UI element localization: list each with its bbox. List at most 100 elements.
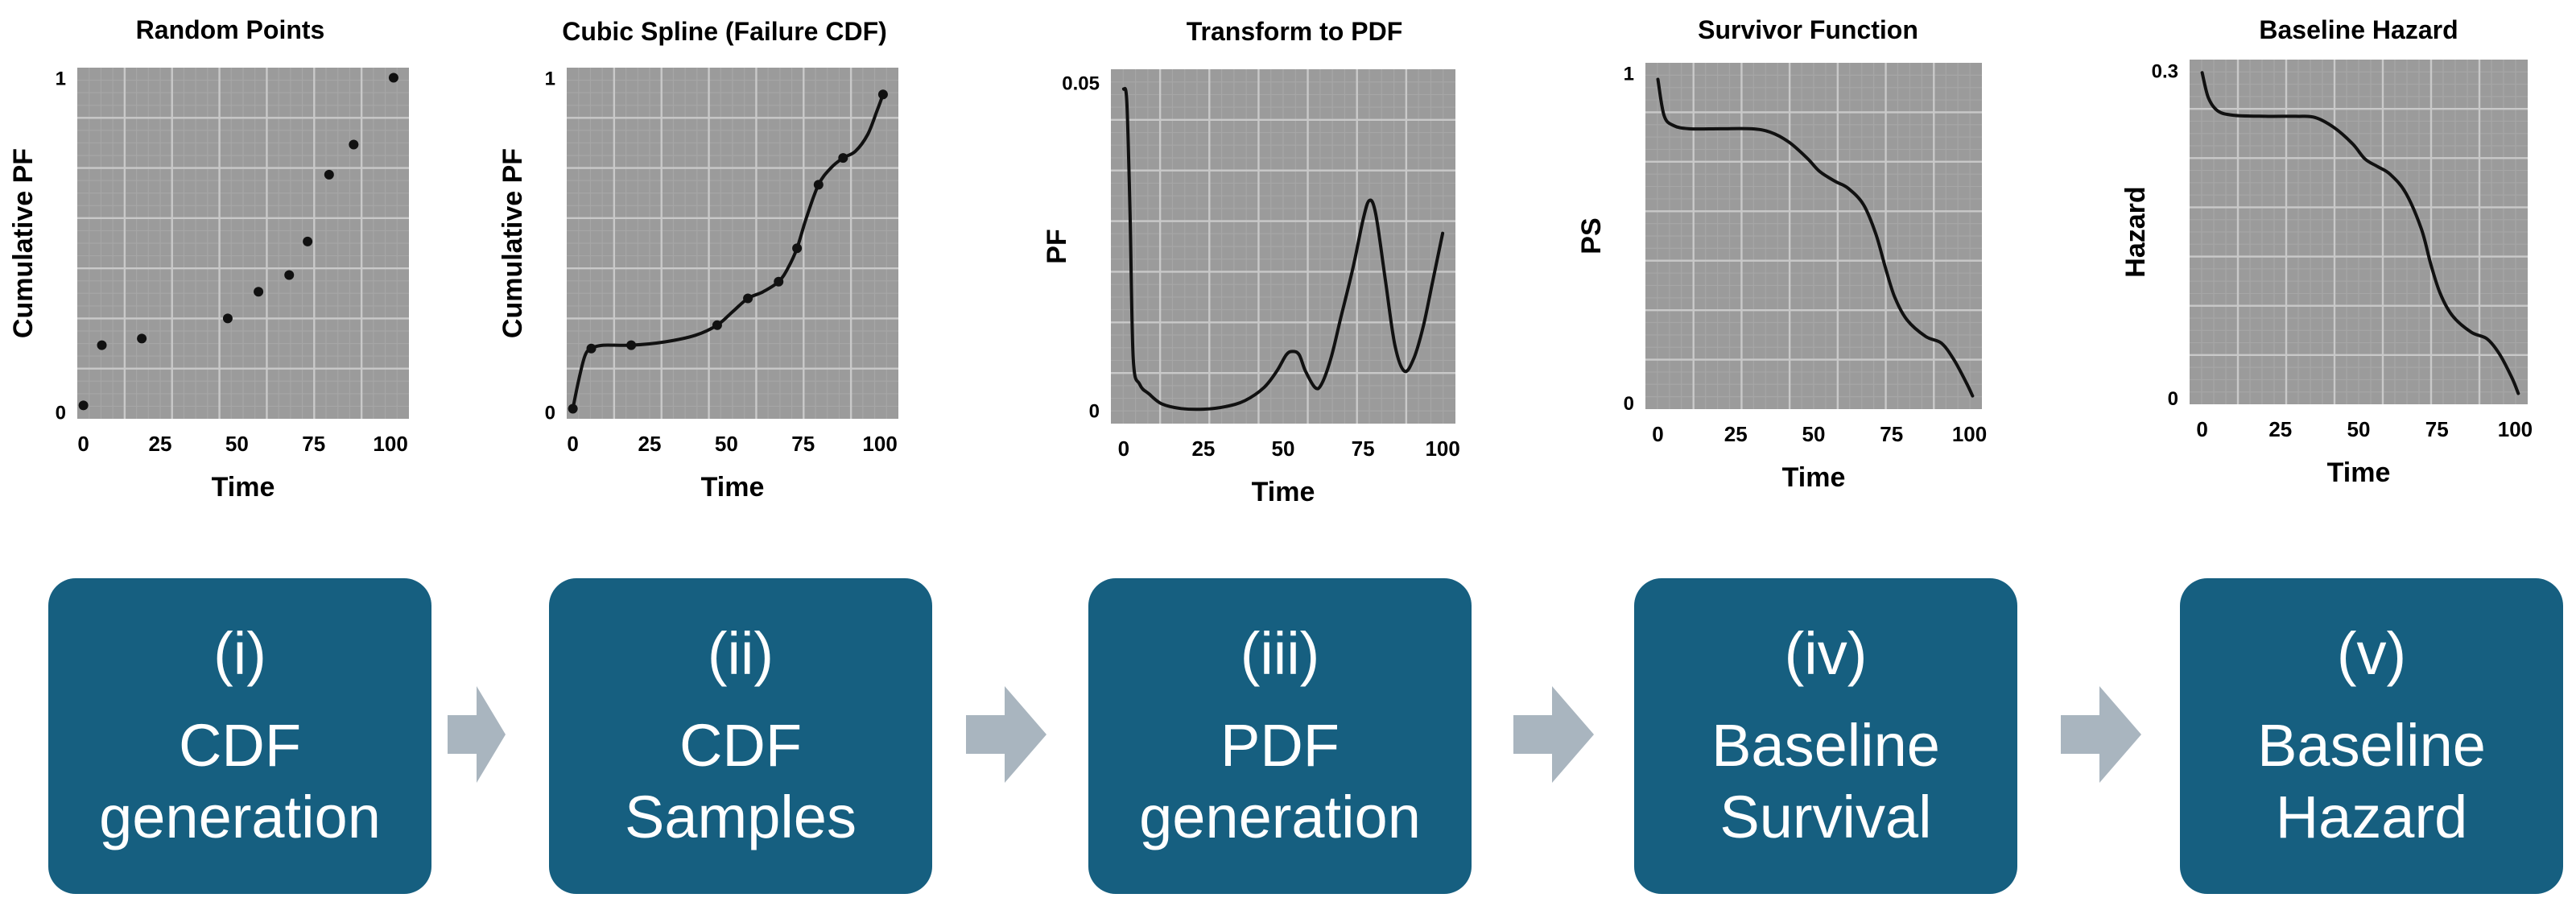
- data-point: [838, 153, 848, 163]
- step-label-line-1: CDF: [679, 711, 803, 779]
- step-number: (iii): [1240, 619, 1320, 687]
- data-point: [586, 343, 597, 354]
- step-label: CDF generation: [99, 710, 381, 854]
- step-label-line-2: Samples: [625, 783, 857, 850]
- data-point: [303, 236, 313, 246]
- data-point: [78, 400, 89, 411]
- chart-panel-2: Cubic Spline (Failure CDF) 0 25 50 75 100 0 1 Ti…: [497, 17, 898, 503]
- data-point: [349, 139, 359, 150]
- data-point: [97, 340, 107, 350]
- y-axis-label: Cumulative PF: [497, 148, 528, 338]
- step-box-1: (i) CDF generation: [48, 578, 431, 894]
- x-axis-label: Time: [212, 472, 275, 503]
- chart-panel-4: Survivor Function 0 25 50 75 100 0 1 Time PS: [1576, 15, 1987, 493]
- y-axis-label: PF: [1042, 229, 1072, 263]
- data-point: [222, 313, 233, 324]
- step-number: (iv): [1784, 619, 1868, 687]
- x-tick-label: 50: [715, 432, 738, 456]
- step-box-3: (iii) PDF generation: [1088, 578, 1472, 894]
- step-label: PDF generation: [1139, 710, 1421, 854]
- data-point: [284, 270, 295, 280]
- y-axis-label: Cumulative PF: [8, 148, 39, 338]
- step-label-line-1: Baseline: [1711, 711, 1940, 779]
- chart-panel-5: Baseline Hazard 0 25 50 75 100 0 0.3 Time Hazard: [2120, 15, 2533, 488]
- step-label-line-1: Baseline: [2257, 711, 2486, 779]
- chart-panel-3: Transform to PDF 0 25 50 75 100 0 0.05 Time PF: [1042, 17, 1460, 507]
- data-point: [774, 276, 784, 287]
- data-point: [743, 293, 753, 304]
- x-tick-label: 75: [1880, 422, 1903, 446]
- x-tick-label: 0: [1118, 437, 1129, 461]
- series-line: [1121, 86, 1445, 412]
- series-line: [2200, 71, 2520, 395]
- data-point: [712, 320, 722, 330]
- step-box-5: (v) Baseline Hazard: [2180, 578, 2563, 894]
- x-tick-label: 75: [1352, 437, 1375, 461]
- step-number: (ii): [707, 619, 774, 687]
- x-tick-label: 75: [2425, 417, 2449, 441]
- x-tick-label: 25: [1191, 437, 1215, 461]
- x-tick-label: 0: [77, 432, 89, 456]
- x-tick-label: 50: [1272, 437, 1295, 461]
- y-tick-label: 0: [1624, 393, 1634, 415]
- x-axis-label: Time: [1252, 477, 1315, 507]
- y-tick-label: 0: [1089, 401, 1100, 423]
- chart-panel-1: Random Points 0 25 50 75 100 0 1 Time Cumulative …: [8, 15, 409, 503]
- data-point: [388, 72, 398, 83]
- step-box-2: (ii) CDF Samples: [549, 578, 932, 894]
- step-label-line-2: generation: [1139, 783, 1421, 850]
- data-point: [254, 287, 264, 297]
- chart-title: Survivor Function: [1698, 15, 1918, 44]
- x-tick-label: 100: [1425, 437, 1459, 461]
- data-point: [137, 333, 147, 344]
- flow-arrow-4: [2061, 686, 2141, 783]
- x-tick-label: 100: [862, 432, 897, 456]
- y-axis-label: Hazard: [2120, 186, 2151, 277]
- data-point: [792, 243, 803, 254]
- step-label-line-1: PDF: [1220, 711, 1340, 779]
- chart-title: Random Points: [136, 15, 325, 44]
- x-tick-label: 25: [1724, 422, 1748, 446]
- x-axis-label: Time: [1782, 462, 1846, 493]
- x-tick-label: 0: [1652, 422, 1663, 446]
- step-label-line-2: Hazard: [2275, 783, 2468, 850]
- step-number: (i): [213, 619, 266, 687]
- data-point: [626, 340, 637, 350]
- x-tick-label: 50: [2347, 417, 2371, 441]
- y-tick-label: 1: [1624, 63, 1634, 85]
- chart-title: Transform to PDF: [1187, 17, 1402, 46]
- step-number: (v): [2336, 619, 2407, 687]
- x-tick-label: 100: [2498, 417, 2533, 441]
- x-tick-label: 75: [791, 432, 815, 456]
- flow-arrow-1: [448, 686, 506, 783]
- x-tick-label: 25: [149, 432, 172, 456]
- step-label: Baseline Hazard: [2257, 710, 2486, 854]
- x-tick-label: 0: [567, 432, 578, 456]
- y-tick-label: 0: [2168, 388, 2178, 410]
- data-point: [877, 89, 888, 100]
- data-point: [324, 169, 334, 180]
- step-box-4: (iv) Baseline Survival: [1634, 578, 2017, 894]
- x-tick-label: 25: [638, 432, 662, 456]
- x-tick-label: 0: [2196, 417, 2207, 441]
- x-tick-label: 50: [1802, 422, 1826, 446]
- x-tick-label: 75: [302, 432, 325, 456]
- series-line: [1656, 77, 1975, 398]
- step-label-line-2: Survival: [1719, 783, 1932, 850]
- y-tick-label: 0: [56, 403, 66, 424]
- chart-title: Baseline Hazard: [2259, 15, 2458, 44]
- chart-title: Cubic Spline (Failure CDF): [562, 17, 887, 46]
- y-tick-label: 0.3: [2152, 61, 2178, 83]
- step-label-line-2: generation: [99, 783, 381, 850]
- x-tick-label: 100: [1952, 422, 1987, 446]
- flow-arrow-3: [1513, 686, 1594, 783]
- y-tick-label: 1: [56, 68, 66, 89]
- x-tick-label: 50: [225, 432, 249, 456]
- y-tick-label: 0: [545, 403, 555, 424]
- data-point: [813, 180, 824, 190]
- x-tick-label: 100: [373, 432, 407, 456]
- flow-arrow-2: [966, 686, 1046, 783]
- step-label-line-1: CDF: [178, 711, 302, 779]
